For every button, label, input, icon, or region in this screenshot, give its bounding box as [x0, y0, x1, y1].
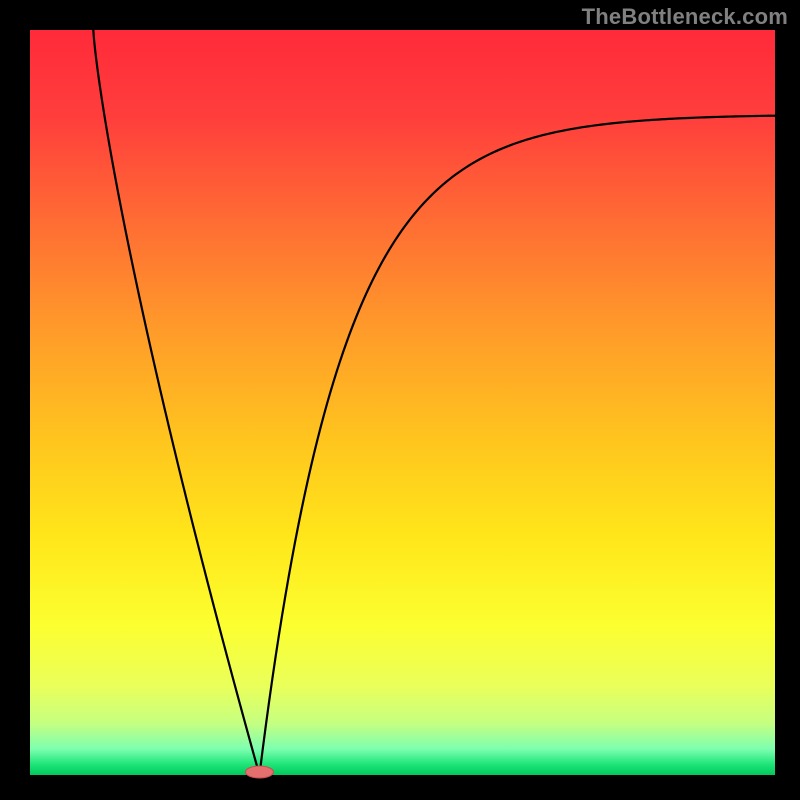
optimum-marker [245, 766, 273, 778]
chart-container: TheBottleneck.com [0, 0, 800, 800]
watermark-text: TheBottleneck.com [582, 4, 788, 30]
bottleneck-chart [0, 0, 800, 800]
plot-background [30, 30, 775, 775]
